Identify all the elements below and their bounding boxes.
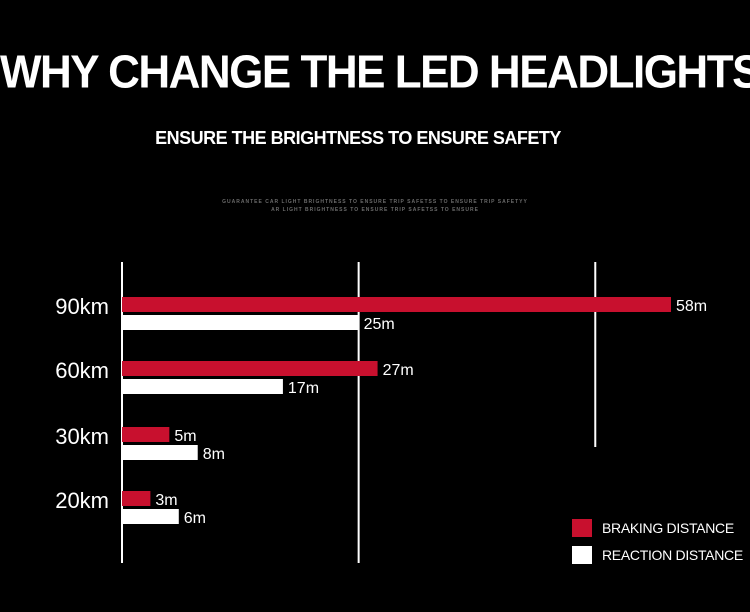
reaction-bar xyxy=(122,509,179,524)
legend-swatch-braking xyxy=(572,519,592,537)
reaction-value-label: 8m xyxy=(203,446,225,463)
reaction-value-label: 17m xyxy=(288,380,319,397)
legend-item-braking: BRAKING DISTANCE xyxy=(572,518,734,538)
braking-value-label: 27m xyxy=(383,362,414,379)
braking-bar xyxy=(122,491,151,506)
braking-bar xyxy=(122,361,378,376)
legend-label-reaction: REACTION DISTANCE xyxy=(602,547,743,563)
tagline-line-2: AR LIGHT BRIGHTNESS TO ENSURE TRIP SAFET… xyxy=(271,207,479,213)
legend-swatch-reaction xyxy=(572,546,592,564)
reaction-bar xyxy=(122,445,198,460)
reaction-value-label: 25m xyxy=(364,316,395,333)
category-label: 90km xyxy=(55,294,109,319)
reaction-value-label: 6m xyxy=(184,510,206,527)
tagline-line-1: GUARANTEE CAR LIGHT BRIGHTNESS TO ENSURE… xyxy=(222,199,528,205)
legend-item-reaction: REACTION DISTANCE xyxy=(572,545,743,565)
braking-bar xyxy=(122,427,170,442)
legend-label-braking: BRAKING DISTANCE xyxy=(602,520,734,536)
page-subtitle: ENSURE THE BRIGHTNESS TO ENSURE SAFETY xyxy=(155,128,561,148)
page-title: WHY CHANGE THE LED HEADLIGHTS? xyxy=(0,46,750,99)
braking-value-label: 3m xyxy=(155,492,177,509)
category-label: 20km xyxy=(55,488,109,513)
category-label: 60km xyxy=(55,358,109,383)
braking-value-label: 58m xyxy=(676,298,707,315)
reaction-bar xyxy=(122,315,359,330)
reaction-bar xyxy=(122,379,283,394)
braking-bar xyxy=(122,297,671,312)
category-label: 30km xyxy=(55,424,109,449)
braking-value-label: 5m xyxy=(174,428,196,445)
